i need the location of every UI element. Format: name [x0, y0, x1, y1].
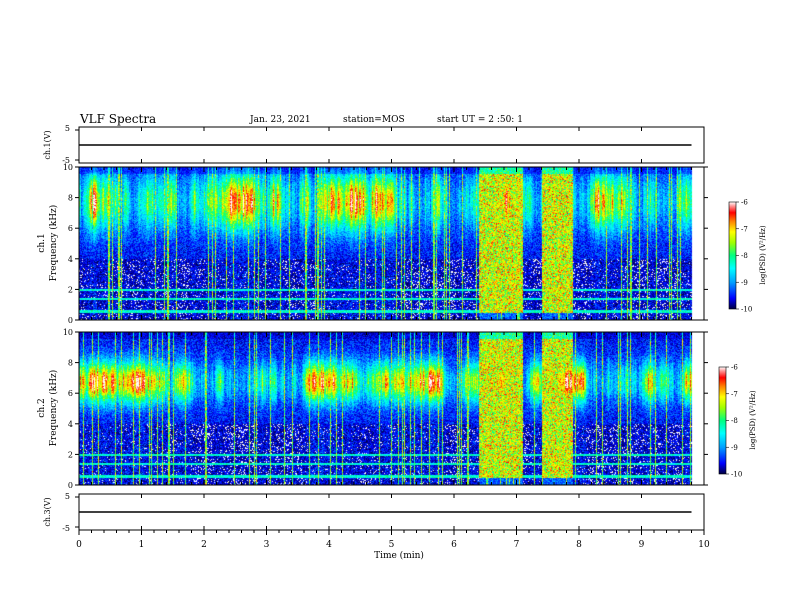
ch2-colorbar-label: log(PSD) (V²/Hz) — [749, 390, 757, 449]
ch2-colorbar-tick-label: -6 — [731, 364, 738, 372]
ch1-ytick-label: 0 — [68, 316, 73, 325]
ch2-spectrogram-ylabel-line1: ch.2 — [37, 398, 47, 417]
ch1-waveform-trace — [75, 127, 705, 163]
ch2-ytick-label: 0 — [68, 481, 73, 490]
ch1-colorbar: -6 -7 -8 -9 -10 log(PSD) (V²/Hz) — [728, 199, 767, 314]
ch2-ytick-label: 2 — [68, 450, 73, 459]
ch2-colorbar-tick-label: -10 — [731, 471, 742, 479]
ch2-colorbar: -6 -7 -8 -9 -10 log(PSD) (V²/Hz) — [718, 364, 757, 479]
x-tick-label: 0 — [76, 540, 82, 550]
x-axis-tick-labels: 0 1 2 3 4 5 6 7 8 9 10 — [76, 540, 710, 550]
ch3-waveform-panel: 5 -5 ch.3(V) — [43, 492, 705, 533]
ch1-colorbar-tick-label: -10 — [741, 306, 752, 314]
ch2-colorbar-bar — [718, 366, 727, 475]
station-label: station=MOS — [343, 115, 405, 125]
ch2-spectrogram-panel: 0 2 4 6 8 10 ch.2 Frequency (kHz) -6 -7 -8 -9 -10… — [37, 328, 757, 490]
ch1-spectrogram-ylabel-line2: Frequency (kHz) — [48, 205, 59, 282]
ch1-colorbar-tick-label: -7 — [741, 225, 748, 233]
ch1-spectrogram-ylabel-line1: ch.1 — [37, 233, 47, 252]
ch1-colorbar-label: log(PSD) (V²/Hz) — [759, 225, 767, 284]
x-tick-label: 8 — [576, 540, 582, 550]
ch3-waveform-trace — [75, 494, 705, 530]
spec1-canvas — [79, 167, 704, 320]
ch1-colorbar-tick-label: -6 — [741, 199, 748, 207]
ch1-spectrogram-panel: 0 2 4 6 8 10 ch.1 Frequency (kHz) -6 -7 -8 -9 -10… — [37, 163, 767, 325]
ch1-ytick-label: 10 — [63, 163, 73, 172]
x-axis-ticks — [78, 167, 705, 535]
ch2-yticks: 0 2 4 6 8 10 — [63, 328, 708, 490]
x-tick-label: 5 — [389, 540, 395, 550]
x-axis-label: Time (min) — [374, 550, 424, 561]
ch1-ytick-label: 6 — [68, 224, 73, 233]
ch2-ytick-label: 6 — [68, 389, 73, 398]
ch3-ytick-top: 5 — [65, 492, 70, 501]
ch3-waveform-ylabel: ch.3(V) — [43, 497, 52, 526]
x-tick-label: 9 — [639, 540, 645, 550]
ch1-colorbar-tick-label: -8 — [741, 252, 748, 260]
start-ut-label: start UT = 2 :50: 1 — [437, 115, 523, 125]
ch1-colorbar-tick-label: -9 — [741, 279, 748, 287]
x-tick-label: 1 — [139, 540, 145, 550]
ch2-colorbar-tick-label: -9 — [731, 444, 738, 452]
ch2-spectrogram-ylabel-line2: Frequency (kHz) — [48, 370, 59, 447]
x-tick-label: 3 — [264, 540, 270, 550]
ch1-ytick-label: 4 — [68, 255, 73, 264]
ch2-colorbar-tick-label: -7 — [731, 390, 738, 398]
x-tick-label: 4 — [326, 540, 332, 550]
ch1-waveform-ylabel: ch.1(V) — [43, 130, 52, 159]
ch1-colorbar-bar — [728, 201, 737, 310]
plot-title: VLF Spectra — [80, 112, 157, 126]
ch3-ytick-bottom: -5 — [62, 524, 70, 533]
ch1-ytick-top: 5 — [65, 124, 70, 133]
ch2-ytick-label: 4 — [68, 420, 73, 429]
ch2-colorbar-tick-label: -8 — [731, 417, 738, 425]
ch1-yticks: 0 2 4 6 8 10 — [63, 163, 708, 325]
ch1-ytick-label: 8 — [68, 194, 73, 203]
x-tick-label: 2 — [201, 540, 207, 550]
ch2-ytick-label: 10 — [63, 328, 73, 337]
ch1-ytick-bottom: -5 — [62, 156, 70, 165]
ch2-ytick-label: 8 — [68, 359, 73, 368]
ch1-ytick-label: 2 — [68, 285, 73, 294]
ch1-spectrogram-image — [79, 167, 704, 320]
ch2-spectrogram-image — [79, 332, 704, 485]
date-label: Jan. 23, 2021 — [250, 115, 311, 125]
spec2-canvas — [79, 332, 704, 485]
x-tick-label: 6 — [451, 540, 457, 550]
ch1-waveform-panel: 5 -5 ch.1(V) — [43, 124, 705, 165]
x-tick-label: 7 — [514, 540, 520, 550]
x-tick-label: 10 — [698, 540, 710, 550]
